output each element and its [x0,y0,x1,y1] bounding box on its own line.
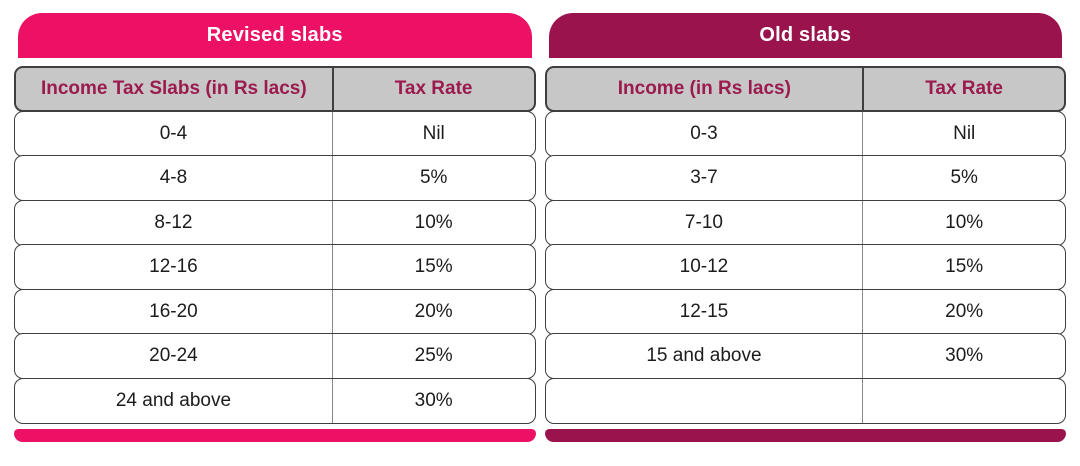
table-row: 10-12 15% [544,244,1066,290]
old-header-rate: Tax Rate [925,78,1003,99]
old-slabs-title: Old slabs [759,24,852,46]
cell-income: 20-24 [15,334,333,378]
cell-income: 16-20 [15,289,333,334]
cell-rate: 10% [945,211,984,233]
cell-rate: 5% [419,167,448,188]
cell-income: 4-8 [15,156,333,200]
table-row: 4-8 5% [14,155,536,201]
cell-income: 24 and above [15,378,333,423]
revised-footer-bar [14,428,536,442]
cell-income: 0-3 [546,111,864,156]
old-slabs-card: Old slabs Income (in Rs lacs) Tax Rate 0… [544,13,1066,442]
cell-income: 10-12 [546,245,864,289]
cell-income: 15 and above [546,334,864,378]
cell-rate: Nil [422,122,445,144]
revised-header-rate: Tax Rate [394,78,473,99]
table-row: 16-20 20% [14,288,536,335]
table-row: 12-15 20% [544,288,1066,335]
cell-income: 3-7 [546,156,864,200]
table-row: 20-24 25% [14,333,536,379]
table-row: 3-7 5% [544,155,1066,201]
cell-income [546,378,864,423]
cell-rate: 30% [414,389,453,411]
table-row: 8-12 10% [14,199,536,246]
cell-rate: 5% [950,167,978,188]
table-row: 15 and above 30% [544,333,1066,379]
table-row: 0-4 Nil [14,110,536,157]
table-row-empty [544,377,1066,424]
cell-rate: Nil [953,122,976,144]
table-row: 24 and above 30% [14,377,536,424]
cell-rate [863,379,1065,423]
cell-rate: 20% [414,300,453,322]
revised-slabs-banner: Revised slabs [18,13,532,58]
cell-rate: 15% [414,256,453,277]
cell-income: 8-12 [15,200,333,245]
revised-header-row: Income Tax Slabs (in Rs lacs) Tax Rate [14,66,536,112]
cell-rate: 15% [945,256,984,277]
table-row: 0-3 Nil [544,110,1066,157]
cell-income: 0-4 [15,111,333,156]
cell-rate: 25% [414,345,453,366]
revised-slabs-card: Revised slabs Income Tax Slabs (in Rs la… [14,13,536,442]
revised-slabs-title: Revised slabs [206,24,343,46]
table-row: 7-10 10% [544,199,1066,246]
cell-income: 12-16 [15,245,333,289]
old-slabs-banner: Old slabs [548,13,1062,58]
old-header-income: Income (in Rs lacs) [547,68,865,110]
old-header-row: Income (in Rs lacs) Tax Rate [544,66,1066,112]
old-footer-bar [544,428,1066,442]
cell-income: 12-15 [546,289,864,334]
cell-rate: 30% [945,345,984,366]
tax-slabs-comparison: Revised slabs Income Tax Slabs (in Rs la… [14,13,1066,442]
cell-income: 7-10 [546,200,864,245]
table-row: 12-16 15% [14,244,536,290]
revised-header-income: Income Tax Slabs (in Rs lacs) [16,68,334,110]
cell-rate: 20% [945,300,984,322]
cell-rate: 10% [414,211,453,233]
